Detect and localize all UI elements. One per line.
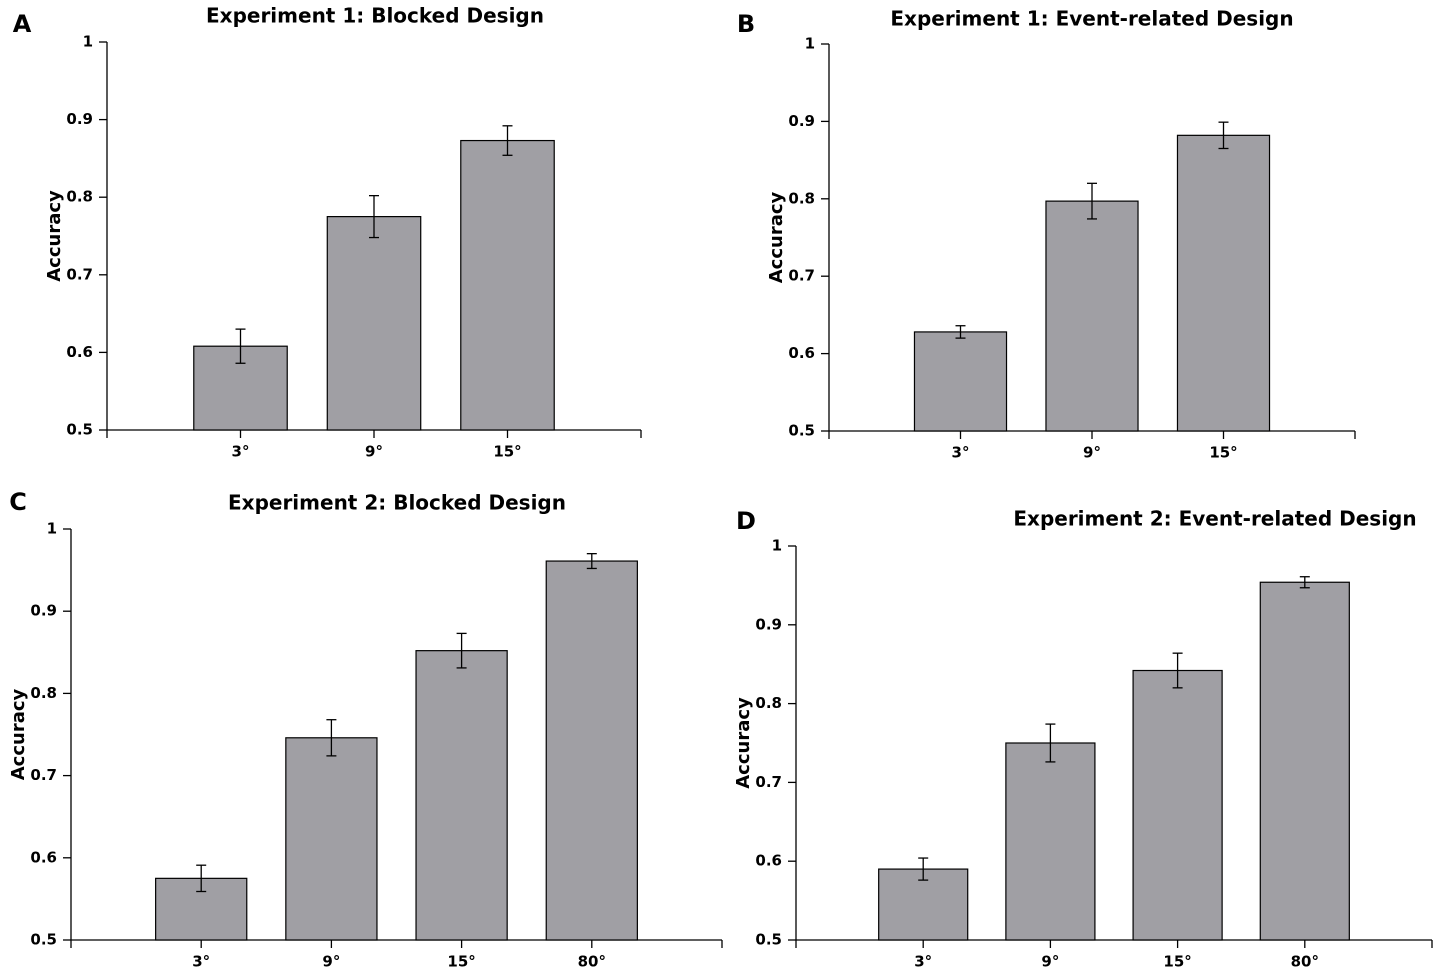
- error-bar: [918, 857, 929, 881]
- error-bar: [955, 325, 966, 339]
- x-tick-label: 9°: [1041, 953, 1059, 971]
- y-tick-label: 0.9: [755, 615, 782, 633]
- y-tick-label: 0.7: [66, 265, 93, 283]
- x-tick-label: 15°: [1163, 953, 1191, 971]
- y-tick-label: 0.6: [30, 848, 57, 866]
- y-tick-label: 0.9: [30, 602, 57, 620]
- y-axis-label: Accuracy: [44, 190, 65, 282]
- panel-label: C: [9, 488, 27, 516]
- bar: [1132, 669, 1223, 941]
- y-tick-label: 1: [83, 33, 93, 51]
- x-tick-label: 9°: [1083, 444, 1101, 462]
- x-tick-label: 9°: [322, 953, 340, 971]
- y-tick-label: 0.5: [30, 931, 57, 949]
- y-tick-label: 0.9: [788, 112, 815, 130]
- y-axis-label: Accuracy: [8, 688, 29, 780]
- error-bar: [586, 553, 597, 570]
- y-tick-label: 0.8: [788, 189, 815, 207]
- error-bar: [1045, 723, 1056, 763]
- y-tick-label: 0.8: [30, 684, 57, 702]
- bar: [460, 139, 555, 431]
- bar: [1045, 200, 1139, 432]
- x-tick-label: 3°: [232, 443, 250, 461]
- bar: [285, 737, 378, 941]
- error-bar: [1299, 576, 1310, 589]
- bar: [415, 650, 508, 941]
- x-tick-label: 3°: [914, 953, 932, 971]
- bar: [1176, 134, 1271, 432]
- error-bar: [1172, 652, 1183, 689]
- y-axis-label: Accuracy: [766, 191, 787, 283]
- x-tick-label: 15°: [447, 953, 475, 971]
- y-tick-label: 1: [805, 35, 815, 53]
- error-bar: [502, 125, 513, 156]
- y-tick-label: 0.6: [788, 344, 815, 362]
- y-tick-label: 0.5: [788, 422, 815, 440]
- y-tick-label: 0.6: [66, 343, 93, 361]
- error-bar: [369, 194, 379, 239]
- x-tick-label: 80°: [1291, 953, 1319, 971]
- x-tick-label: 15°: [1209, 444, 1237, 462]
- error-bar: [326, 719, 337, 757]
- x-tick-label: 15°: [493, 443, 521, 461]
- chart-title: Experiment 1: Event-related Design: [890, 7, 1293, 31]
- bar: [913, 331, 1008, 432]
- y-tick-label: 0.7: [755, 773, 782, 791]
- error-bar: [1087, 182, 1097, 220]
- y-tick-label: 0.8: [755, 694, 782, 712]
- chart-title: Experiment 2: Blocked Design: [228, 491, 566, 515]
- y-tick-label: 0.8: [66, 188, 93, 206]
- chart-title: Experiment 1: Blocked Design: [206, 4, 544, 28]
- y-tick-label: 0.5: [66, 421, 93, 439]
- error-bar: [235, 328, 246, 364]
- x-tick-label: 3°: [952, 444, 970, 462]
- y-tick-label: 1: [47, 520, 57, 538]
- error-bar: [1218, 121, 1229, 150]
- chart-title: Experiment 2: Event-related Design: [1013, 507, 1416, 531]
- y-axis-label: Accuracy: [733, 697, 754, 789]
- x-tick-label: 9°: [365, 443, 383, 461]
- bar: [545, 560, 638, 941]
- error-bar: [456, 632, 467, 669]
- y-tick-label: 0.9: [66, 110, 93, 128]
- y-tick-label: 0.7: [788, 267, 815, 285]
- x-tick-label: 3°: [192, 953, 210, 971]
- y-tick-label: 1: [772, 537, 782, 555]
- bar: [1005, 742, 1096, 941]
- panel-label: A: [13, 10, 32, 38]
- bar: [1259, 581, 1350, 941]
- y-tick-label: 0.5: [755, 931, 782, 949]
- panel-label: B: [737, 10, 755, 38]
- panel-label: D: [736, 507, 756, 535]
- error-bar: [196, 864, 207, 893]
- y-tick-label: 0.7: [30, 766, 57, 784]
- x-tick-label: 80°: [578, 953, 606, 971]
- bar: [326, 216, 422, 431]
- y-tick-label: 0.6: [755, 852, 782, 870]
